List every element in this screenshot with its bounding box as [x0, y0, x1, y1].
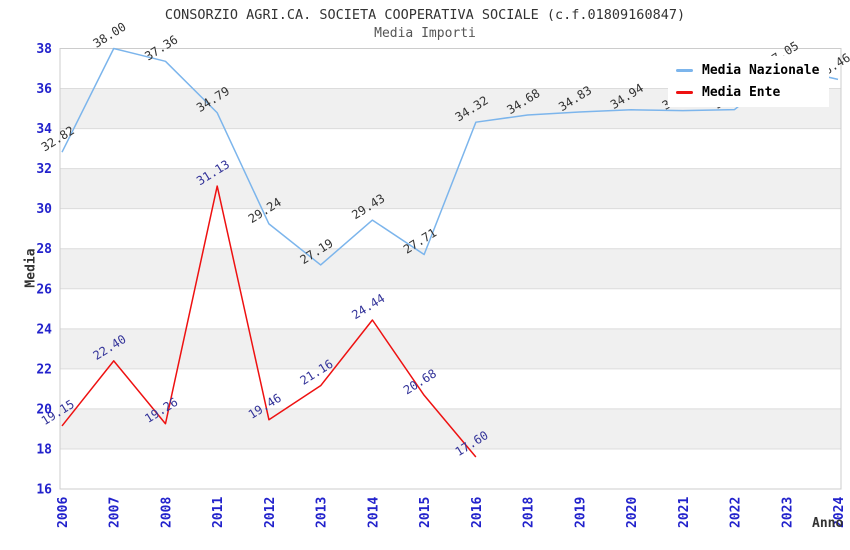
x-tick-label: 2008: [159, 497, 174, 528]
legend-item-media-ente: Media Ente: [676, 85, 819, 100]
point-label: 38.00: [91, 20, 129, 51]
legend-line-swatch-icon: [676, 69, 693, 72]
x-tick-label: 2019: [573, 497, 588, 528]
chart-legend: Media Nazionale Media Ente: [668, 56, 830, 107]
x-tick-label: 2015: [418, 497, 433, 528]
point-label: 37.36: [142, 32, 180, 63]
x-tick-label: 2006: [56, 497, 71, 528]
y-tick-label: 16: [36, 483, 52, 498]
grid-band: [60, 408, 841, 449]
plot-border: [59, 48, 842, 490]
grid-band: [60, 248, 841, 289]
x-tick-label: 2023: [780, 497, 795, 528]
x-tick-label: 2016: [470, 497, 485, 528]
y-tick-label: 26: [36, 282, 52, 297]
y-tick-label: 18: [36, 442, 52, 457]
y-tick-label: 32: [36, 162, 52, 177]
y-tick-label: 34: [36, 122, 52, 137]
y-tick-label: 36: [36, 82, 52, 97]
x-tick-label: 2007: [108, 497, 123, 528]
series-line-media-nazionale: [61, 47, 839, 266]
x-tick-label: 2018: [522, 497, 537, 528]
x-tick-label: 2012: [263, 497, 278, 528]
y-tick-label: 28: [36, 242, 52, 257]
y-tick-label: 20: [36, 402, 52, 417]
legend-label: Media Ente: [702, 85, 781, 100]
x-tick-label: 2024: [832, 497, 847, 528]
x-axis-title: Anno: [812, 516, 844, 531]
chart-title: CONSORZIO AGRI.CA. SOCIETA COOPERATIVA S…: [164, 7, 686, 23]
x-tick-label: 2020: [625, 497, 640, 528]
grid-band: [60, 328, 841, 369]
series-line-media-ente: [61, 185, 477, 458]
x-tick-label: 2013: [315, 497, 330, 528]
legend-line-swatch-icon: [676, 91, 693, 94]
y-tick-label: 22: [36, 362, 52, 377]
point-label: 24.44: [349, 291, 387, 322]
x-tick-label: 2011: [211, 497, 226, 528]
legend-item-media-nazionale: Media Nazionale: [676, 63, 819, 78]
y-tick-label: 38: [36, 42, 52, 57]
y-axis-title: Media: [23, 248, 39, 288]
legend-label: Media Nazionale: [702, 63, 820, 78]
x-tick-label: 2022: [729, 497, 744, 528]
chart-subtitle: Media Importi: [374, 26, 476, 41]
x-tick-label: 2014: [366, 497, 381, 528]
x-tick-label: 2021: [677, 497, 692, 528]
y-tick-label: 30: [36, 202, 52, 217]
y-tick-label: 24: [36, 322, 52, 337]
